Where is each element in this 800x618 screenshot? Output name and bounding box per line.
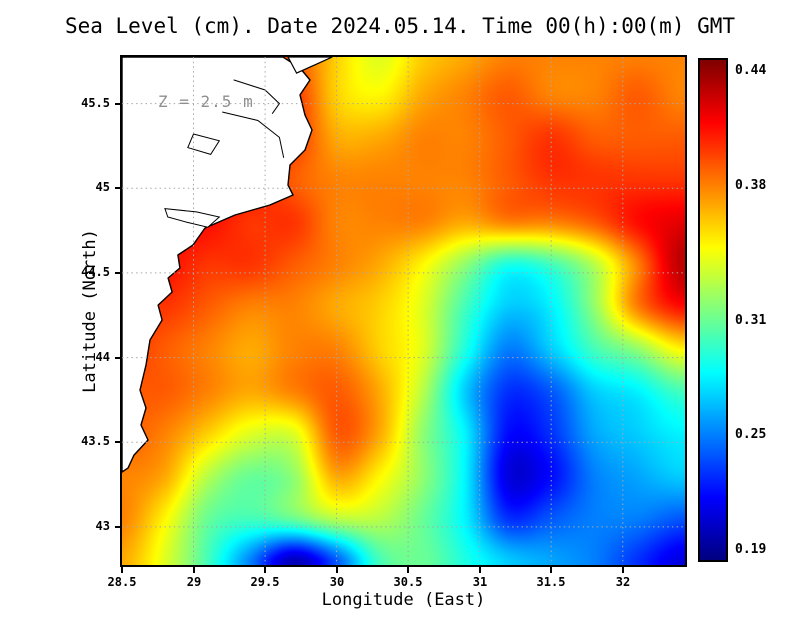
- land-mass: [122, 57, 313, 473]
- x-tick-mark: [121, 567, 123, 573]
- lake-outline: [164, 208, 221, 228]
- x-tick-mark: [264, 567, 266, 573]
- y-tick-mark: [115, 272, 121, 274]
- x-tick-label: 31: [472, 575, 488, 589]
- x-axis-title: Longitude (East): [321, 590, 486, 610]
- y-tick-label: 45: [95, 180, 110, 194]
- chart-title: Sea Level (cm). Date 2024.05.14. Time 00…: [64, 14, 736, 38]
- y-tick-mark: [115, 187, 121, 189]
- colorbar-tick-label: 0.44: [735, 63, 767, 78]
- gridlines-overlay: [122, 57, 685, 565]
- colorbar-tick-label: 0.19: [735, 542, 767, 557]
- colorbar-tick-label: 0.31: [735, 313, 767, 328]
- x-tick-mark: [479, 567, 481, 573]
- y-tick-mark: [115, 526, 121, 528]
- river-line: [233, 79, 281, 114]
- x-tick-label: 32: [615, 575, 631, 589]
- y-tick-label: 43.5: [81, 434, 110, 448]
- x-tick-mark: [407, 567, 409, 573]
- x-tick-label: 29.5: [250, 575, 280, 589]
- y-tick-mark: [115, 441, 121, 443]
- colorbar-canvas: [698, 58, 728, 562]
- y-tick-mark: [115, 357, 121, 359]
- y-tick-label: 43: [95, 519, 110, 533]
- y-tick-mark: [115, 103, 121, 105]
- x-tick-mark: [193, 567, 195, 573]
- x-tick-label: 30.5: [393, 575, 423, 589]
- coastline-land-overlay: [122, 57, 333, 473]
- colorbar-tick-label: 0.25: [735, 427, 767, 442]
- x-tick-mark: [622, 567, 624, 573]
- x-tick-label: 29: [186, 575, 202, 589]
- y-tick-label: 45.5: [81, 96, 110, 110]
- colorbar-tick-label: 0.38: [735, 178, 767, 193]
- x-tick-label: 28.5: [107, 575, 137, 589]
- y-tick-label: 44: [95, 350, 110, 364]
- land-sliver: [287, 57, 333, 74]
- lake-outline: [187, 133, 221, 155]
- y-axis-title: Latitude (North): [80, 229, 100, 393]
- x-tick-label: 30: [329, 575, 345, 589]
- x-tick-label: 31.5: [536, 575, 566, 589]
- x-tick-mark: [550, 567, 552, 573]
- y-tick-label: 44.5: [81, 265, 110, 279]
- river-line: [222, 111, 285, 158]
- depth-annotation: Z = 2.5 m: [158, 92, 254, 111]
- x-tick-mark: [336, 567, 338, 573]
